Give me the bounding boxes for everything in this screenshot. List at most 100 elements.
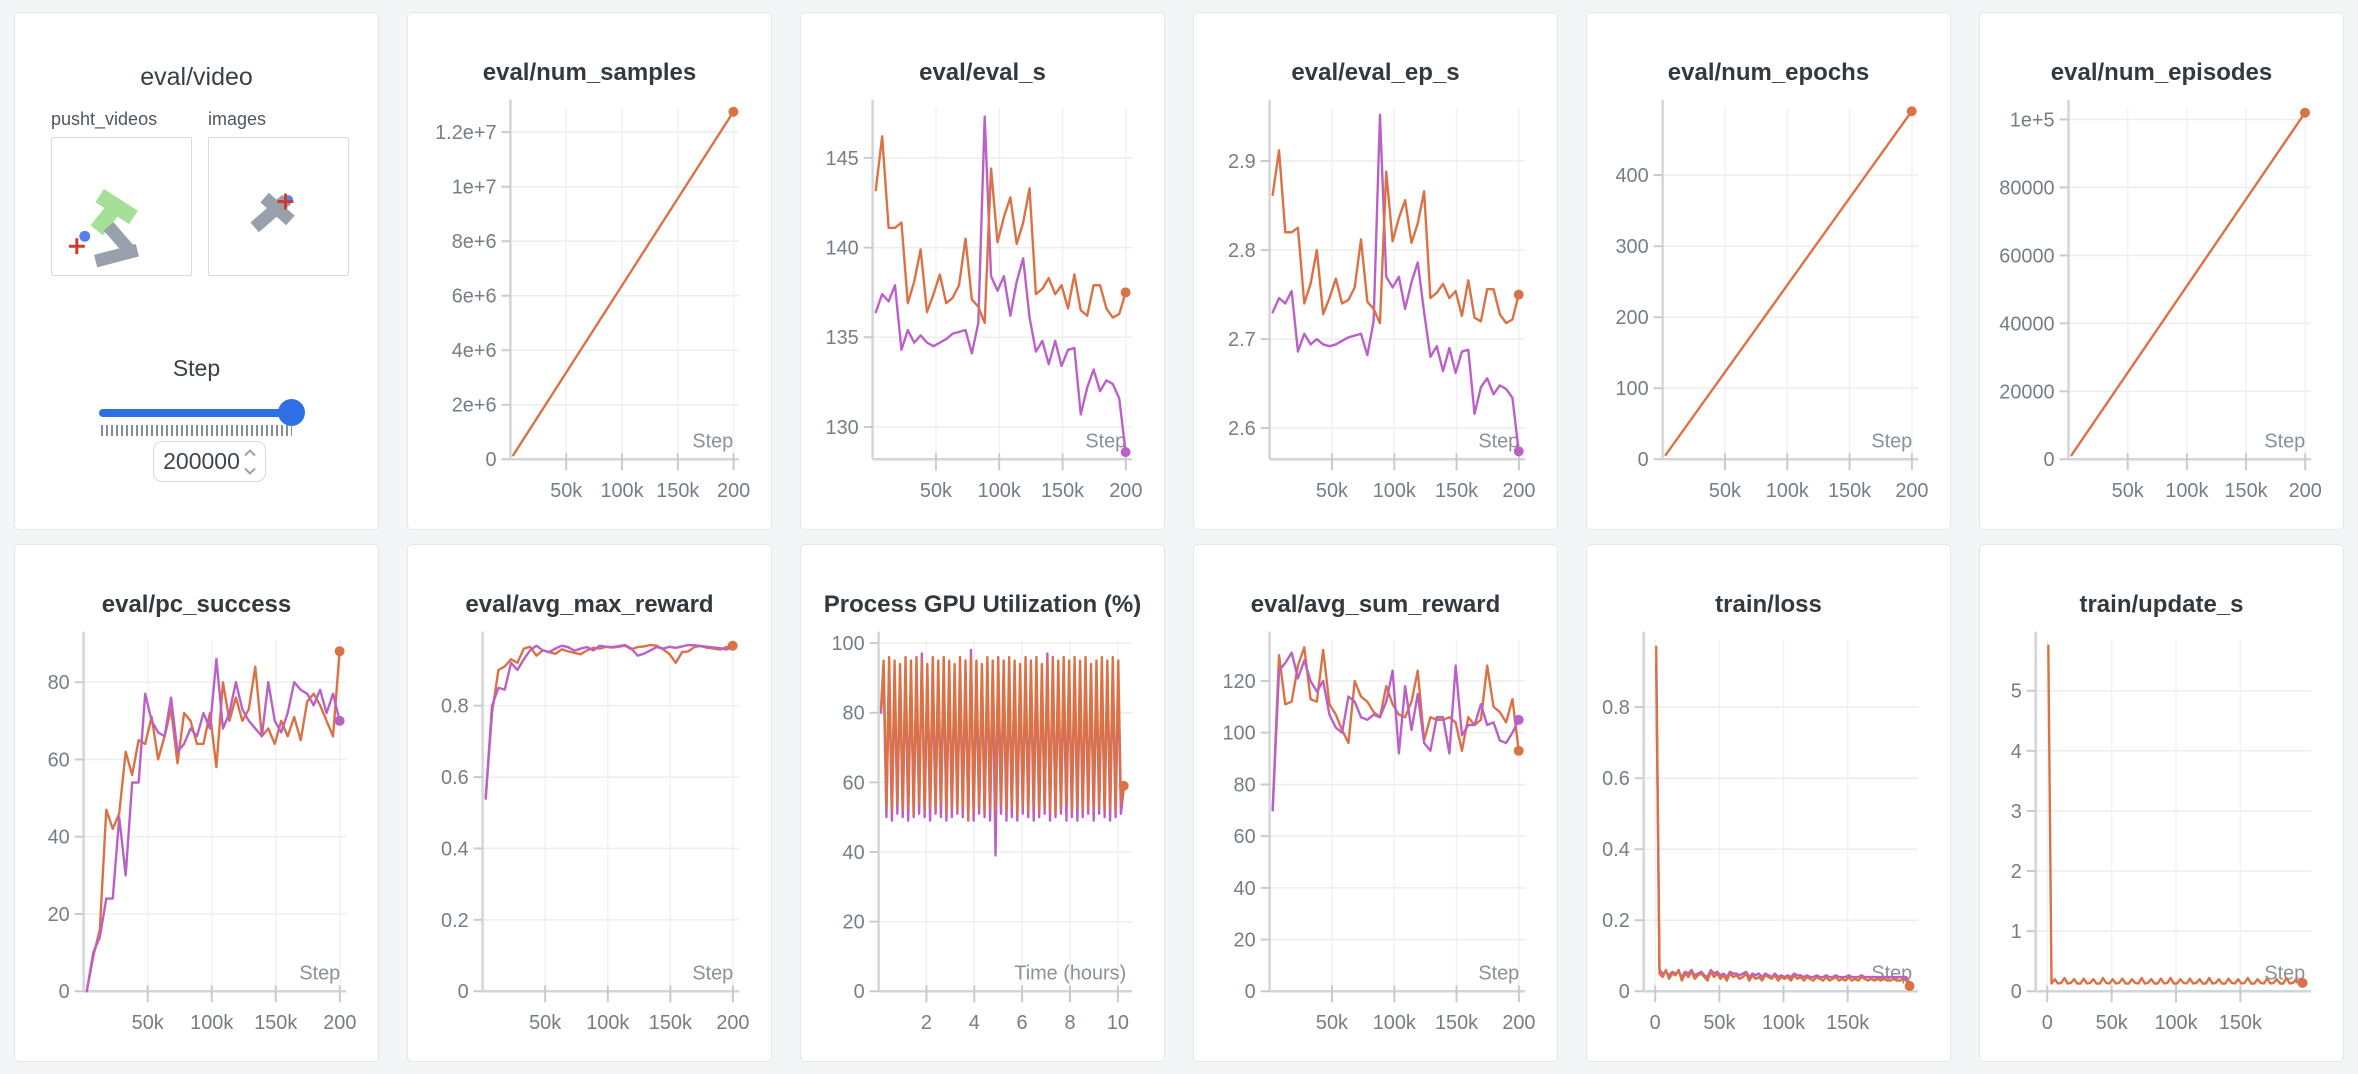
svg-text:0: 0 [2011,981,2022,1003]
image-thumbnail-pusht[interactable] [208,137,349,276]
svg-text:5: 5 [2011,681,2022,703]
svg-text:40: 40 [1234,878,1256,900]
chart-eval-num-epochs[interactable]: 50k 100k 150k 200 0 100 200 300 400 Step [1587,13,1950,529]
svg-text:0: 0 [2042,1012,2053,1034]
svg-text:8: 8 [1064,1012,1075,1034]
svg-text:60000: 60000 [1999,245,2054,267]
svg-text:150k: 150k [1435,480,1478,502]
svg-text:Step: Step [2264,430,2305,452]
step-spinner[interactable] [243,449,257,475]
svg-text:60: 60 [1234,826,1256,848]
chart-eval-pc-success[interactable]: 50k 100k 150k 200 0 20 40 60 80 Step [15,545,378,1061]
chart-title: train/loss [1715,591,1822,618]
svg-text:4: 4 [969,1012,980,1034]
svg-text:100k: 100k [1373,480,1416,502]
svg-text:0: 0 [485,449,496,471]
chart-eval-avg-sum-reward[interactable]: 50k 100k 150k 200 0 20 40 60 80 100 120 Step [1194,545,1557,1061]
svg-text:2.6: 2.6 [1228,418,1256,440]
step-input[interactable] [153,441,266,482]
svg-text:200: 200 [323,1012,356,1034]
svg-text:2: 2 [2011,861,2022,883]
svg-text:2: 2 [921,1012,932,1034]
svg-text:3: 3 [2011,801,2022,823]
step-value-input[interactable] [154,442,265,481]
chart-eval-eval-s[interactable]: 50k 100k 150k 200 130 135 140 145 Step [801,13,1164,529]
chart-eval-num-samples[interactable]: 50k 100k 150k 200 0 2e+6 4e+6 6e+6 8e+6 1e+7 1.2e+… [408,13,771,529]
svg-text:20: 20 [1234,930,1256,952]
pusht-image-icon [250,192,295,233]
svg-text:1.2e+7: 1.2e+7 [435,122,496,144]
svg-text:400: 400 [1615,165,1648,187]
chart-eval-avg-max-reward[interactable]: 50k 100k 150k 200 0 0.2 0.4 0.6 0.8 Step [408,545,771,1061]
svg-text:50k: 50k [529,1012,561,1034]
svg-text:120: 120 [1222,671,1255,693]
svg-text:4: 4 [2011,741,2022,763]
svg-text:Step: Step [1871,430,1912,452]
svg-text:2.8: 2.8 [1228,240,1256,262]
step-slider-thumb[interactable] [278,399,305,426]
svg-text:0: 0 [854,981,865,1003]
svg-text:200: 200 [2289,480,2322,502]
svg-text:Step: Step [1478,430,1519,452]
chart-title: eval/num_samples [482,59,697,86]
svg-text:6e+6: 6e+6 [452,286,497,308]
svg-text:4e+6: 4e+6 [452,340,497,362]
svg-text:Step: Step [692,430,733,452]
svg-text:0: 0 [1245,981,1256,1003]
svg-text:50k: 50k [1709,480,1741,502]
svg-text:2.9: 2.9 [1228,151,1256,173]
panel-eval-avg-sum-reward: eval/avg_sum_reward 50k 100k 150k 200 0 20 40 6… [1193,544,1558,1062]
svg-text:100k: 100k [600,480,643,502]
svg-text:200: 200 [716,1012,749,1034]
svg-text:0: 0 [1638,449,1649,471]
panel-eval-num-samples: eval/num_samples 50k 100k 150k 200 0 2e+6 4e+6… [407,12,772,530]
svg-text:50k: 50k [1703,1012,1735,1034]
svg-text:80: 80 [843,703,865,725]
svg-text:80000: 80000 [1999,177,2054,199]
svg-text:150k: 150k [254,1012,297,1034]
svg-text:80: 80 [48,672,70,694]
svg-text:0.2: 0.2 [441,910,469,932]
svg-text:100k: 100k [1766,480,1809,502]
svg-text:150k: 150k [2219,1012,2262,1034]
chart-eval-eval-ep-s[interactable]: 50k 100k 150k 200 2.6 2.7 2.8 2.9 Step [1194,13,1557,529]
step-slider[interactable] [99,409,294,417]
svg-text:200: 200 [1895,480,1928,502]
chart-title: eval/avg_max_reward [465,591,714,618]
svg-text:145: 145 [826,148,859,170]
chevron-down-icon[interactable] [244,467,256,475]
svg-text:40: 40 [843,842,865,864]
svg-text:0.8: 0.8 [441,696,469,718]
svg-text:20000: 20000 [1999,381,2054,403]
svg-text:130: 130 [826,417,859,439]
svg-text:50k: 50k [550,480,582,502]
svg-text:150k: 150k [1826,1012,1869,1034]
svg-text:200: 200 [1615,307,1648,329]
svg-text:150k: 150k [2224,480,2267,502]
panel-eval-eval-s: eval/eval_s 50k 100k 150k 200 130 135 140 145 St… [800,12,1165,530]
panel-title: eval/video [140,63,253,91]
media-group-label: pusht_videos [51,109,158,129]
svg-text:0: 0 [59,981,70,1003]
chart-eval-num-episodes[interactable]: 50k 100k 150k 200 0 20000 40000 60000 80000 1e+5 S… [1980,13,2343,529]
chart-title: eval/pc_success [101,591,292,618]
svg-text:100k: 100k [586,1012,629,1034]
step-slider-label: Step [172,355,221,381]
panel-gpu-utilization: Process GPU Utilization (%) 2 4 6 8 10 0 20 40 6… [800,544,1165,1062]
svg-text:0.2: 0.2 [1602,910,1630,932]
svg-text:1e+7: 1e+7 [452,177,497,199]
chevron-up-icon[interactable] [244,449,256,457]
svg-text:50k: 50k [920,480,952,502]
video-thumbnail-pusht[interactable] [51,137,192,276]
svg-text:150k: 150k [1435,1012,1478,1034]
svg-text:80: 80 [1234,774,1256,796]
svg-text:150k: 150k [656,480,699,502]
svg-text:135: 135 [826,327,859,349]
svg-text:2e+6: 2e+6 [452,395,497,417]
svg-text:200: 200 [1502,1012,1535,1034]
svg-text:100k: 100k [1373,1012,1416,1034]
